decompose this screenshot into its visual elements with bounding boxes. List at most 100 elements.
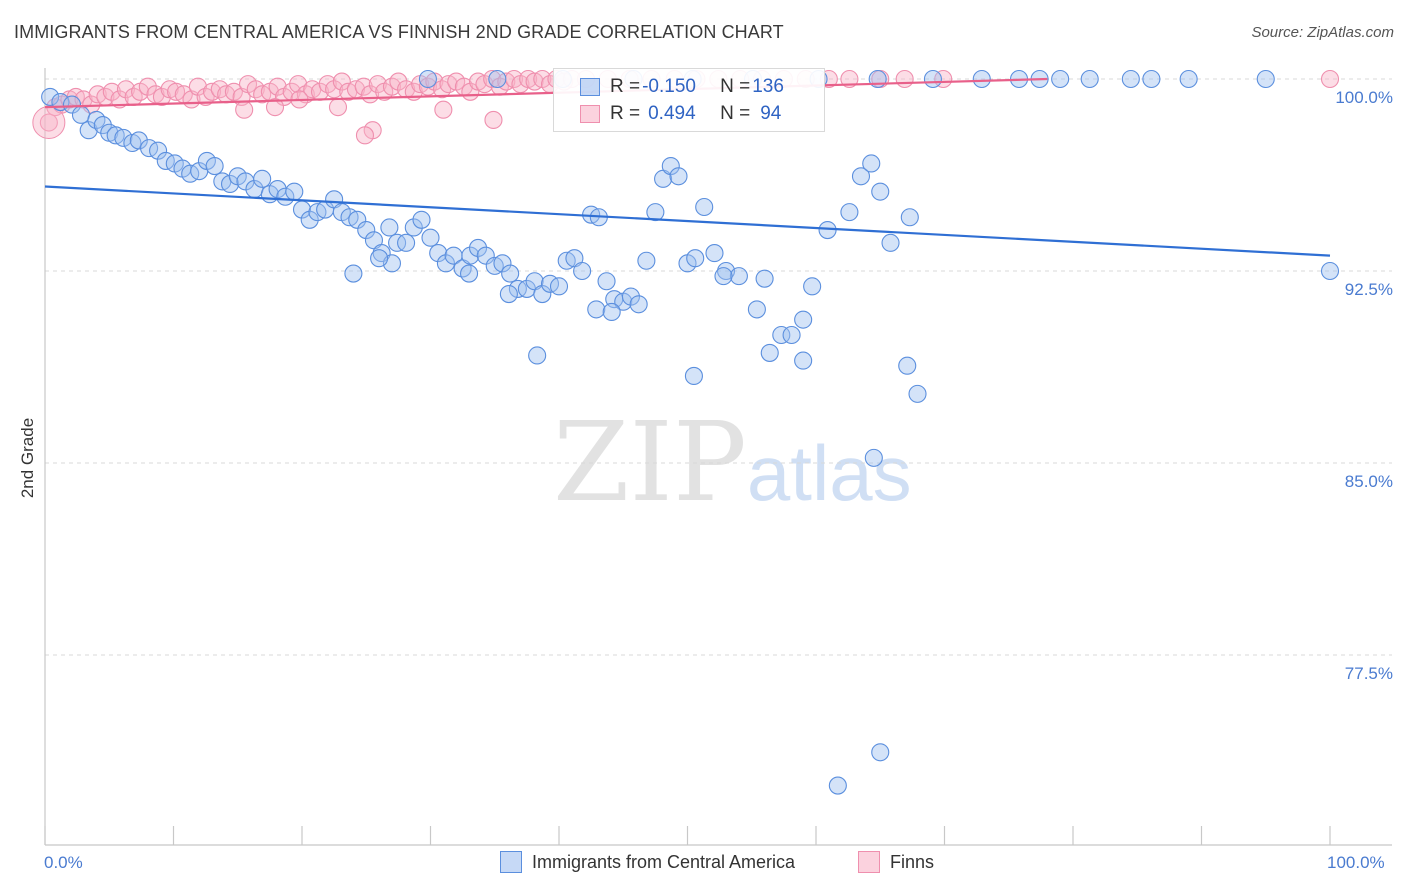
finns-point bbox=[188, 77, 207, 96]
central-america-point bbox=[803, 277, 822, 296]
central-america-trend-line bbox=[44, 185, 1331, 257]
central-america-point bbox=[468, 238, 488, 258]
central-america-point bbox=[357, 220, 376, 240]
central-america-point bbox=[488, 69, 507, 89]
central-america-point bbox=[684, 366, 703, 386]
central-america-point bbox=[461, 246, 480, 265]
central-america-point bbox=[621, 287, 641, 306]
legend-row-blue: R = -0.150 N = 136 bbox=[580, 75, 784, 99]
central-america-point bbox=[871, 182, 890, 201]
central-america-point bbox=[794, 310, 813, 329]
finns-point bbox=[325, 80, 344, 99]
central-america-point bbox=[1320, 261, 1340, 281]
central-america-point bbox=[421, 228, 440, 247]
finns-point bbox=[328, 98, 348, 117]
central-america-point bbox=[300, 210, 319, 229]
legend-r-label: R = bbox=[610, 76, 641, 97]
central-america-point bbox=[629, 295, 648, 314]
legend-row-pink: R = 0.494 N = 94 bbox=[580, 102, 781, 126]
legend-swatch-pink bbox=[580, 105, 600, 123]
central-america-point bbox=[404, 218, 423, 237]
central-america-point bbox=[1179, 69, 1198, 89]
central-america-point bbox=[1051, 69, 1070, 89]
central-america-point bbox=[669, 167, 688, 186]
finns-point bbox=[138, 77, 157, 96]
y-tick-label: 100.0% bbox=[1335, 88, 1393, 107]
central-america-point bbox=[573, 261, 592, 281]
trend-lines bbox=[44, 77, 1331, 257]
central-america-point bbox=[840, 203, 859, 222]
y-tick-labels: 100.0% 92.5% 85.0% 77.5% bbox=[1335, 88, 1393, 683]
x-tick-min: 0.0% bbox=[44, 853, 83, 872]
bottom-legend-pink: Finns bbox=[858, 851, 934, 873]
legend-r-value: -0.150 bbox=[642, 76, 696, 97]
finns-point bbox=[116, 80, 136, 99]
central-america-point bbox=[149, 141, 168, 160]
central-america-point bbox=[370, 249, 389, 268]
central-america-point bbox=[129, 131, 148, 150]
central-america-point bbox=[499, 284, 518, 304]
central-america-point bbox=[1142, 69, 1161, 89]
central-america-point bbox=[782, 325, 801, 345]
chart-title: IMMIGRANTS FROM CENTRAL AMERICA VS FINNI… bbox=[14, 22, 784, 42]
bottom-legend-label-blue: Immigrants from Central America bbox=[532, 851, 796, 872]
central-america-point bbox=[602, 302, 621, 322]
watermark-zip: ZIP bbox=[553, 398, 747, 526]
central-america-point bbox=[93, 116, 112, 135]
central-america-point bbox=[380, 218, 399, 237]
central-america-point bbox=[348, 210, 367, 229]
central-america-point bbox=[818, 220, 837, 240]
central-america-point bbox=[429, 244, 448, 263]
grid-lines bbox=[45, 78, 1392, 656]
finns-trend-line bbox=[44, 77, 1048, 109]
central-america-point bbox=[412, 210, 431, 229]
finns-point bbox=[289, 75, 308, 94]
central-america-point bbox=[418, 69, 437, 89]
central-america-point bbox=[587, 300, 606, 319]
central-america-point bbox=[695, 197, 714, 217]
central-america-point bbox=[851, 167, 871, 186]
central-america-point bbox=[794, 351, 813, 370]
legend-n-label: N = bbox=[720, 103, 751, 124]
central-america-point bbox=[253, 169, 272, 188]
finns-point bbox=[1320, 69, 1340, 89]
central-america-point bbox=[661, 156, 680, 176]
central-america-point bbox=[459, 264, 479, 283]
source-label: Source: ZipAtlas.com bbox=[1251, 24, 1394, 41]
central-america-point bbox=[686, 249, 705, 268]
finns-point-large bbox=[32, 106, 66, 140]
central-america-point bbox=[79, 121, 98, 140]
central-america-point bbox=[597, 272, 616, 291]
finns-point bbox=[102, 82, 121, 101]
finns-point bbox=[265, 98, 285, 117]
central-america-point bbox=[923, 69, 942, 89]
bottom-legend-swatch-pink bbox=[858, 851, 880, 873]
finns-point bbox=[110, 90, 129, 109]
finns-point bbox=[434, 100, 453, 119]
central-america-point bbox=[972, 69, 991, 89]
legend-swatch-blue bbox=[580, 78, 600, 96]
legend-r-value: 0.494 bbox=[648, 103, 696, 124]
bottom-legend-blue: Immigrants from Central America bbox=[500, 851, 795, 873]
finns-point bbox=[152, 87, 171, 106]
central-america-point bbox=[114, 128, 133, 147]
central-america-point bbox=[755, 269, 774, 288]
central-america-point bbox=[1121, 69, 1140, 89]
finns-point bbox=[934, 69, 953, 89]
central-america-point bbox=[436, 254, 455, 273]
central-america-point bbox=[528, 346, 547, 365]
central-america-point bbox=[493, 254, 512, 273]
central-america-point bbox=[397, 233, 416, 252]
central-america-point bbox=[41, 87, 60, 106]
finns-point bbox=[39, 113, 58, 132]
finns-point bbox=[268, 77, 287, 96]
central-america-point bbox=[729, 267, 748, 286]
central-america-point bbox=[772, 325, 791, 345]
central-america-point bbox=[62, 95, 82, 114]
bottom-legend-label-pink: Finns bbox=[890, 851, 935, 872]
finns-point bbox=[484, 110, 503, 130]
watermark-atlas: atlas bbox=[746, 429, 912, 517]
finns-point bbox=[235, 100, 254, 119]
central-america-point bbox=[862, 154, 881, 173]
y-tick-label: 92.5% bbox=[1345, 280, 1393, 299]
